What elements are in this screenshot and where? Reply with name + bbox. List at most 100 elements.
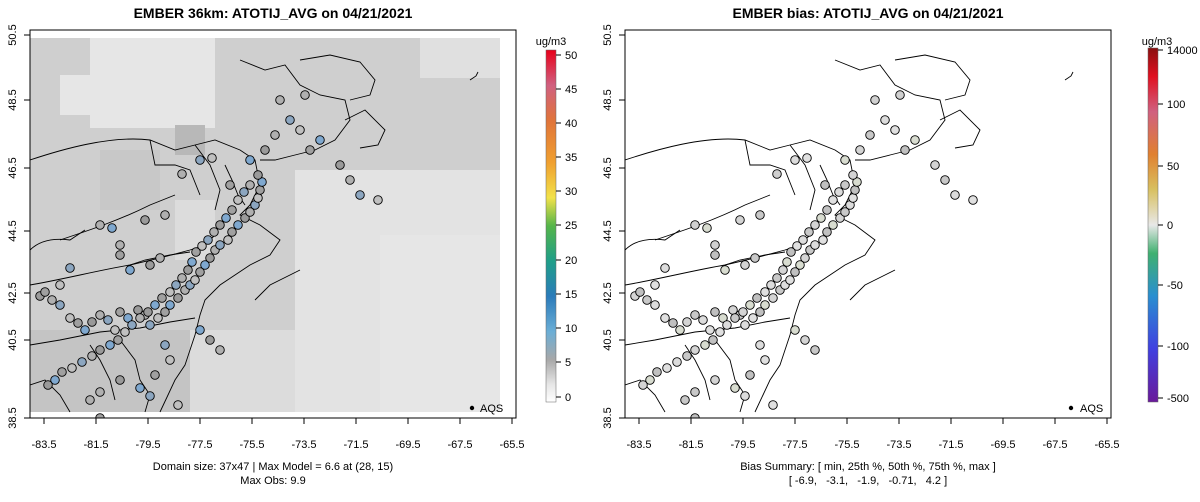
- panel-2-basemap: [625, 54, 1074, 413]
- site-marker: [160, 307, 170, 317]
- site-marker: [772, 273, 782, 283]
- site-marker: [816, 213, 826, 223]
- site-marker: [702, 223, 712, 233]
- site-marker: [768, 400, 778, 410]
- site-marker: [67, 363, 77, 373]
- colorbar-1-tick-label: 10: [565, 323, 577, 335]
- site-marker: [710, 307, 720, 317]
- y-tick-label: 50.5: [602, 24, 614, 45]
- site-marker: [47, 295, 57, 305]
- site-marker: [810, 240, 820, 250]
- site-marker: [710, 375, 720, 385]
- panel-2-colorbar: ug/m3 14000 100 50 0 -50 -100 -500: [1142, 36, 1198, 405]
- site-marker: [55, 280, 65, 290]
- site-marker: [890, 125, 900, 135]
- x-tick-label: -71.5: [343, 439, 368, 451]
- site-marker: [95, 310, 105, 320]
- site-marker: [103, 315, 113, 325]
- site-marker: [730, 313, 740, 323]
- site-marker: [828, 220, 838, 230]
- boundary-line: [30, 234, 216, 286]
- colorbar-1-tick-label: 15: [565, 289, 577, 301]
- site-marker: [710, 250, 720, 260]
- site-marker: [828, 195, 838, 205]
- site-marker: [645, 375, 655, 385]
- site-marker: [115, 250, 125, 260]
- y-tick-label: 42.5: [7, 282, 19, 303]
- colorbar-1-tick-label: 25: [565, 220, 577, 232]
- site-marker: [930, 160, 940, 170]
- colorbar-2-tick-label: -50: [1167, 280, 1183, 292]
- x-tick-label: -77.5: [187, 439, 212, 451]
- x-tick-label: -75.5: [239, 439, 264, 451]
- site-marker: [239, 187, 249, 197]
- site-marker: [153, 313, 163, 323]
- x-tick-label: -73.5: [886, 439, 911, 451]
- site-marker: [865, 130, 875, 140]
- colorbar-2-bar: [1147, 47, 1159, 403]
- colorbar-1-tick-label: 30: [565, 186, 577, 198]
- site-marker: [840, 155, 850, 165]
- site-marker: [662, 363, 672, 373]
- site-marker: [95, 387, 105, 397]
- boundary-line: [744, 139, 796, 196]
- site-marker: [840, 180, 850, 190]
- y-tick-label: 42.5: [602, 282, 614, 303]
- site-marker: [690, 345, 700, 355]
- colorbar-1-tick-label: 20: [565, 255, 577, 267]
- site-marker: [107, 223, 117, 233]
- site-marker: [668, 318, 678, 328]
- panel-2: EMBER bias: ATOTIJ_AVG on 04/21/2021 -83…: [602, 5, 1120, 487]
- site-marker: [105, 340, 115, 350]
- boundary-line: [194, 144, 221, 211]
- site-marker: [207, 153, 217, 163]
- site-marker: [672, 357, 682, 367]
- legend-aqs-label: AQS: [480, 403, 503, 415]
- site-marker: [642, 295, 652, 305]
- site-marker: [43, 380, 53, 390]
- boundary-line: [654, 194, 771, 241]
- colorbar-1-title: ug/m3: [536, 36, 567, 48]
- site-marker: [968, 195, 978, 205]
- colorbar-1-tick-label: 45: [565, 84, 577, 96]
- site-marker: [760, 300, 770, 310]
- site-marker: [708, 335, 718, 345]
- site-marker: [80, 325, 90, 335]
- site-marker: [705, 325, 715, 335]
- colorbar-1-tick-label: 35: [565, 152, 577, 164]
- site-marker: [650, 300, 660, 310]
- site-marker: [910, 135, 920, 145]
- site-marker: [750, 253, 760, 263]
- site-marker: [183, 265, 193, 275]
- boundary-line: [849, 269, 896, 301]
- site-marker: [245, 155, 255, 165]
- site-marker: [275, 95, 285, 105]
- site-marker: [87, 317, 97, 327]
- site-marker: [165, 300, 175, 310]
- boundary-line: [894, 54, 971, 101]
- site-marker: [215, 240, 225, 250]
- site-marker: [755, 340, 765, 350]
- site-marker: [177, 169, 187, 179]
- site-marker: [810, 345, 820, 355]
- colorbar-1-tick-label: 50: [565, 50, 577, 62]
- site-marker: [818, 235, 828, 245]
- site-marker: [205, 253, 215, 263]
- colorbar-1-tick-label: 40: [565, 118, 577, 130]
- boundary-line: [625, 229, 681, 251]
- site-marker: [245, 207, 255, 217]
- site-marker: [195, 325, 205, 335]
- site-marker: [870, 95, 880, 105]
- site-marker: [755, 210, 765, 220]
- colorbar-2-title: ug/m3: [1142, 36, 1173, 48]
- site-marker: [55, 300, 65, 310]
- site-marker: [95, 220, 105, 230]
- panel-1-footer-line-2: Max Obs: 9.9: [240, 475, 305, 487]
- site-marker: [690, 220, 700, 230]
- boundary-line: [299, 54, 376, 101]
- site-marker: [735, 215, 745, 225]
- site-marker: [820, 180, 830, 190]
- site-marker: [165, 287, 175, 297]
- site-marker: [233, 195, 243, 205]
- site-marker: [345, 175, 355, 185]
